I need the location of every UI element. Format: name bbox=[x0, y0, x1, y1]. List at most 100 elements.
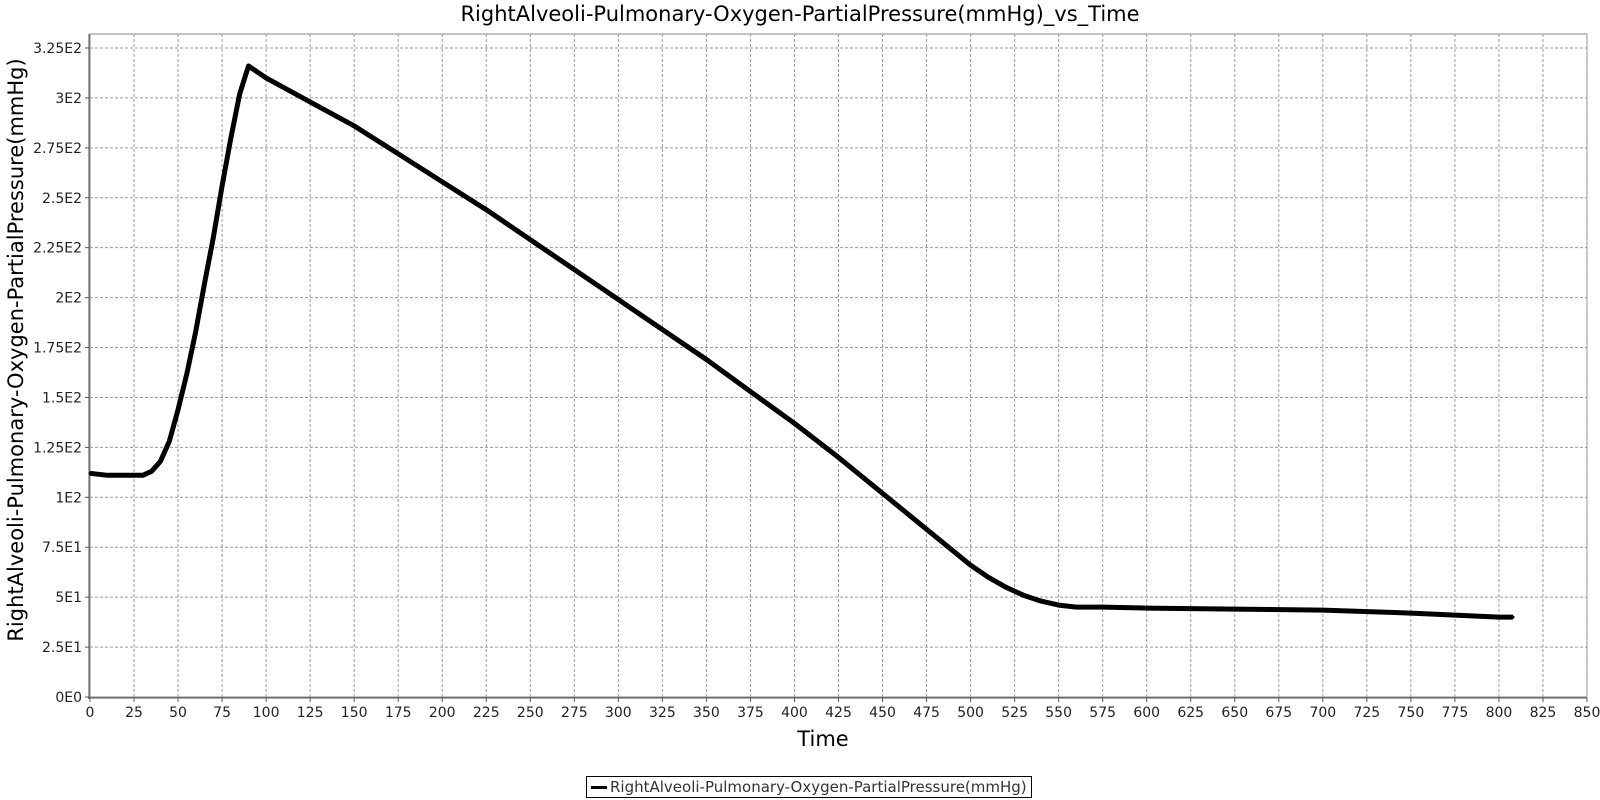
data-point bbox=[1101, 605, 1105, 609]
line-chart: 0 25 50 75 100 125 150 175 200 225 250 275 300 325 350… bbox=[4, 33, 1600, 751]
data-point bbox=[748, 390, 752, 393]
y-tick-label: 2E2 bbox=[55, 291, 82, 307]
x-tick-label: 250 bbox=[517, 705, 544, 721]
data-point bbox=[211, 236, 215, 240]
data-point bbox=[352, 124, 356, 128]
legend: RightAlveoli-Pulmonary-Oxygen-PartialPre… bbox=[586, 776, 1032, 798]
series-lines bbox=[88, 63, 1515, 620]
data-point bbox=[1511, 615, 1515, 619]
x-tick-label: 550 bbox=[1045, 705, 1072, 721]
x-tick-label: 700 bbox=[1309, 705, 1336, 721]
data-point bbox=[1074, 605, 1078, 609]
x-tick-label: 200 bbox=[429, 705, 456, 721]
x-tick-label: 800 bbox=[1486, 705, 1513, 721]
data-point bbox=[528, 238, 532, 242]
data-point bbox=[106, 473, 110, 477]
x-tick-label: 50 bbox=[169, 705, 187, 721]
x-tick-label: 675 bbox=[1265, 705, 1292, 721]
axes bbox=[85, 34, 1588, 702]
data-point bbox=[238, 92, 242, 96]
data-point bbox=[1233, 607, 1237, 611]
tick-labels: 0 25 50 75 100 125 150 175 200 225 250 275 300 325 350… bbox=[33, 41, 1600, 721]
y-tick-label: 3.25E2 bbox=[33, 41, 82, 57]
x-tick-label: 300 bbox=[605, 705, 632, 721]
x-tick-label: 175 bbox=[385, 705, 412, 721]
data-point bbox=[440, 180, 444, 184]
x-tick-label: 650 bbox=[1221, 705, 1248, 721]
x-tick-label: 775 bbox=[1442, 705, 1469, 721]
data-point bbox=[1321, 608, 1325, 612]
data-point bbox=[881, 491, 884, 495]
data-point bbox=[986, 575, 990, 579]
x-tick-label: 150 bbox=[341, 705, 368, 721]
data-point bbox=[837, 455, 840, 459]
data-point bbox=[141, 473, 145, 477]
data-point bbox=[88, 471, 92, 475]
y-tick-label: 1.75E2 bbox=[33, 341, 82, 357]
x-tick-label: 0 bbox=[86, 705, 95, 721]
x-tick-label: 100 bbox=[253, 705, 280, 721]
x-tick-label: 850 bbox=[1574, 705, 1600, 721]
y-tick-label: 0E0 bbox=[55, 690, 82, 706]
data-point bbox=[220, 184, 224, 188]
data-point bbox=[704, 358, 708, 361]
data-point bbox=[308, 100, 312, 104]
data-point bbox=[1145, 606, 1149, 610]
x-tick-label: 75 bbox=[213, 705, 231, 721]
legend-swatch bbox=[591, 785, 607, 789]
data-point bbox=[660, 328, 664, 332]
data-point bbox=[176, 407, 180, 411]
y-axis-title: RightAlveoli-Pulmonary-Oxygen-PartialPre… bbox=[4, 58, 28, 641]
data-point bbox=[572, 268, 576, 272]
data-point bbox=[1497, 615, 1501, 619]
x-tick-label: 625 bbox=[1177, 705, 1204, 721]
data-point bbox=[185, 372, 189, 375]
y-tick-label: 5E1 bbox=[55, 590, 82, 606]
y-tick-label: 2.5E1 bbox=[42, 640, 82, 656]
x-tick-label: 500 bbox=[957, 705, 984, 721]
data-point bbox=[396, 152, 400, 156]
data-point bbox=[247, 64, 250, 68]
data-point bbox=[150, 469, 154, 473]
data-point bbox=[194, 330, 198, 334]
y-tick-label: 2.75E2 bbox=[33, 141, 82, 157]
y-tick-label: 1E2 bbox=[55, 490, 82, 506]
data-point bbox=[1057, 603, 1061, 607]
data-point bbox=[925, 527, 929, 531]
x-tick-label: 275 bbox=[561, 705, 588, 721]
y-tick-label: 3E2 bbox=[55, 91, 82, 107]
x-tick-label: 475 bbox=[913, 705, 940, 721]
grid-lines bbox=[90, 34, 1588, 697]
x-tick-label: 575 bbox=[1089, 705, 1116, 721]
x-tick-label: 225 bbox=[473, 705, 500, 721]
x-tick-label: 750 bbox=[1398, 705, 1425, 721]
x-tick-label: 525 bbox=[1001, 705, 1028, 721]
x-tick-label: 425 bbox=[825, 705, 852, 721]
x-tick-label: 125 bbox=[297, 705, 324, 721]
data-point bbox=[969, 563, 973, 567]
x-tick-label: 375 bbox=[737, 705, 764, 721]
x-tick-label: 600 bbox=[1133, 705, 1160, 721]
x-axis-title: Time bbox=[796, 727, 848, 751]
y-tick-label: 2.5E2 bbox=[42, 191, 82, 207]
legend-label: RightAlveoli-Pulmonary-Oxygen-PartialPre… bbox=[610, 778, 1027, 796]
y-tick-label: 7.5E1 bbox=[42, 540, 82, 556]
data-point bbox=[1021, 593, 1025, 597]
data-point bbox=[793, 421, 796, 425]
data-point bbox=[229, 136, 233, 140]
data-point bbox=[167, 439, 171, 443]
data-point bbox=[158, 459, 162, 463]
data-point bbox=[203, 282, 206, 286]
x-tick-label: 825 bbox=[1530, 705, 1557, 721]
data-point bbox=[1004, 585, 1008, 589]
x-tick-label: 350 bbox=[693, 705, 720, 721]
y-tick-label: 1.25E2 bbox=[33, 440, 82, 456]
data-point bbox=[616, 298, 620, 302]
x-tick-label: 400 bbox=[781, 705, 808, 721]
data-point bbox=[264, 76, 268, 80]
x-tick-label: 325 bbox=[649, 705, 676, 721]
data-point bbox=[1409, 611, 1413, 615]
data-point bbox=[484, 208, 488, 212]
chart-title: RightAlveoli-Pulmonary-Oxygen-PartialPre… bbox=[460, 2, 1140, 26]
data-point bbox=[1039, 599, 1043, 603]
